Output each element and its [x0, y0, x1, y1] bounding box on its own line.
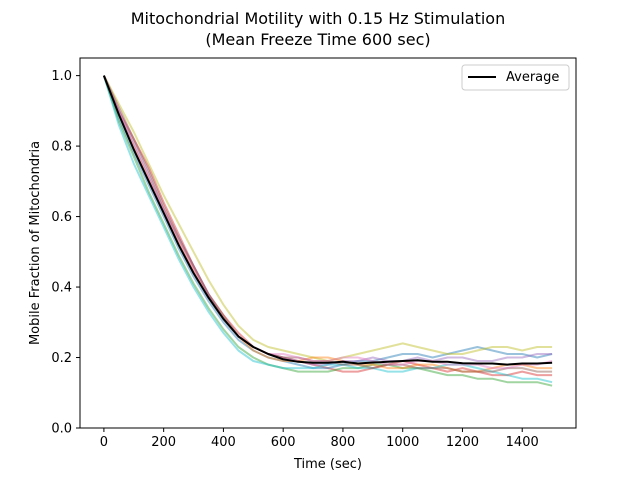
x-tick-label: 1400	[506, 435, 539, 450]
series-trace-line	[102, 75, 553, 377]
y-tick-label: 0.4	[51, 281, 72, 296]
series-trace-line	[103, 75, 553, 362]
series-average-line	[102, 75, 553, 366]
y-tick-label: 0.0	[51, 422, 72, 437]
plot-frame	[79, 57, 577, 429]
legend-average-label: Average	[506, 70, 559, 85]
series-trace-line	[102, 75, 553, 370]
x-tick-label: 200	[151, 435, 176, 450]
series-trace-line	[102, 75, 553, 366]
chart-subtitle: (Mean Freeze Time 600 sec)	[205, 30, 430, 49]
y-tick-label: 0.2	[51, 351, 72, 366]
legend-box	[461, 64, 570, 91]
series-trace-line	[102, 75, 553, 373]
x-tick-label: 600	[271, 435, 296, 450]
x-axis-label: Time (sec)	[293, 457, 362, 472]
series-trace-line	[102, 75, 553, 373]
chart-title: Mitochondrial Motility with 0.15 Hz Stim…	[131, 9, 505, 28]
series-trace-line	[102, 75, 553, 387]
y-axis-label: Mobile Fraction of Mitochondria	[28, 141, 43, 345]
y-tick-label: 0.6	[51, 210, 72, 225]
x-tick-label: 400	[211, 435, 236, 450]
x-tick-label: 0	[100, 435, 108, 450]
series-trace-line	[102, 75, 553, 384]
x-tick-label: 1200	[446, 435, 479, 450]
y-tick-label: 1.0	[51, 69, 72, 84]
y-axis-ticks: 0.0 0.2 0.4 0.6 0.8 1.0	[51, 69, 80, 437]
x-tick-label: 800	[331, 435, 356, 450]
x-axis-ticks: 0 200 400 600 800 1000 1200 1400	[100, 428, 539, 450]
y-tick-label: 0.8	[51, 140, 72, 155]
x-tick-label: 1000	[386, 435, 419, 450]
series-layer	[102, 75, 553, 387]
legend: Average	[461, 64, 570, 91]
series-trace-line	[102, 75, 553, 370]
